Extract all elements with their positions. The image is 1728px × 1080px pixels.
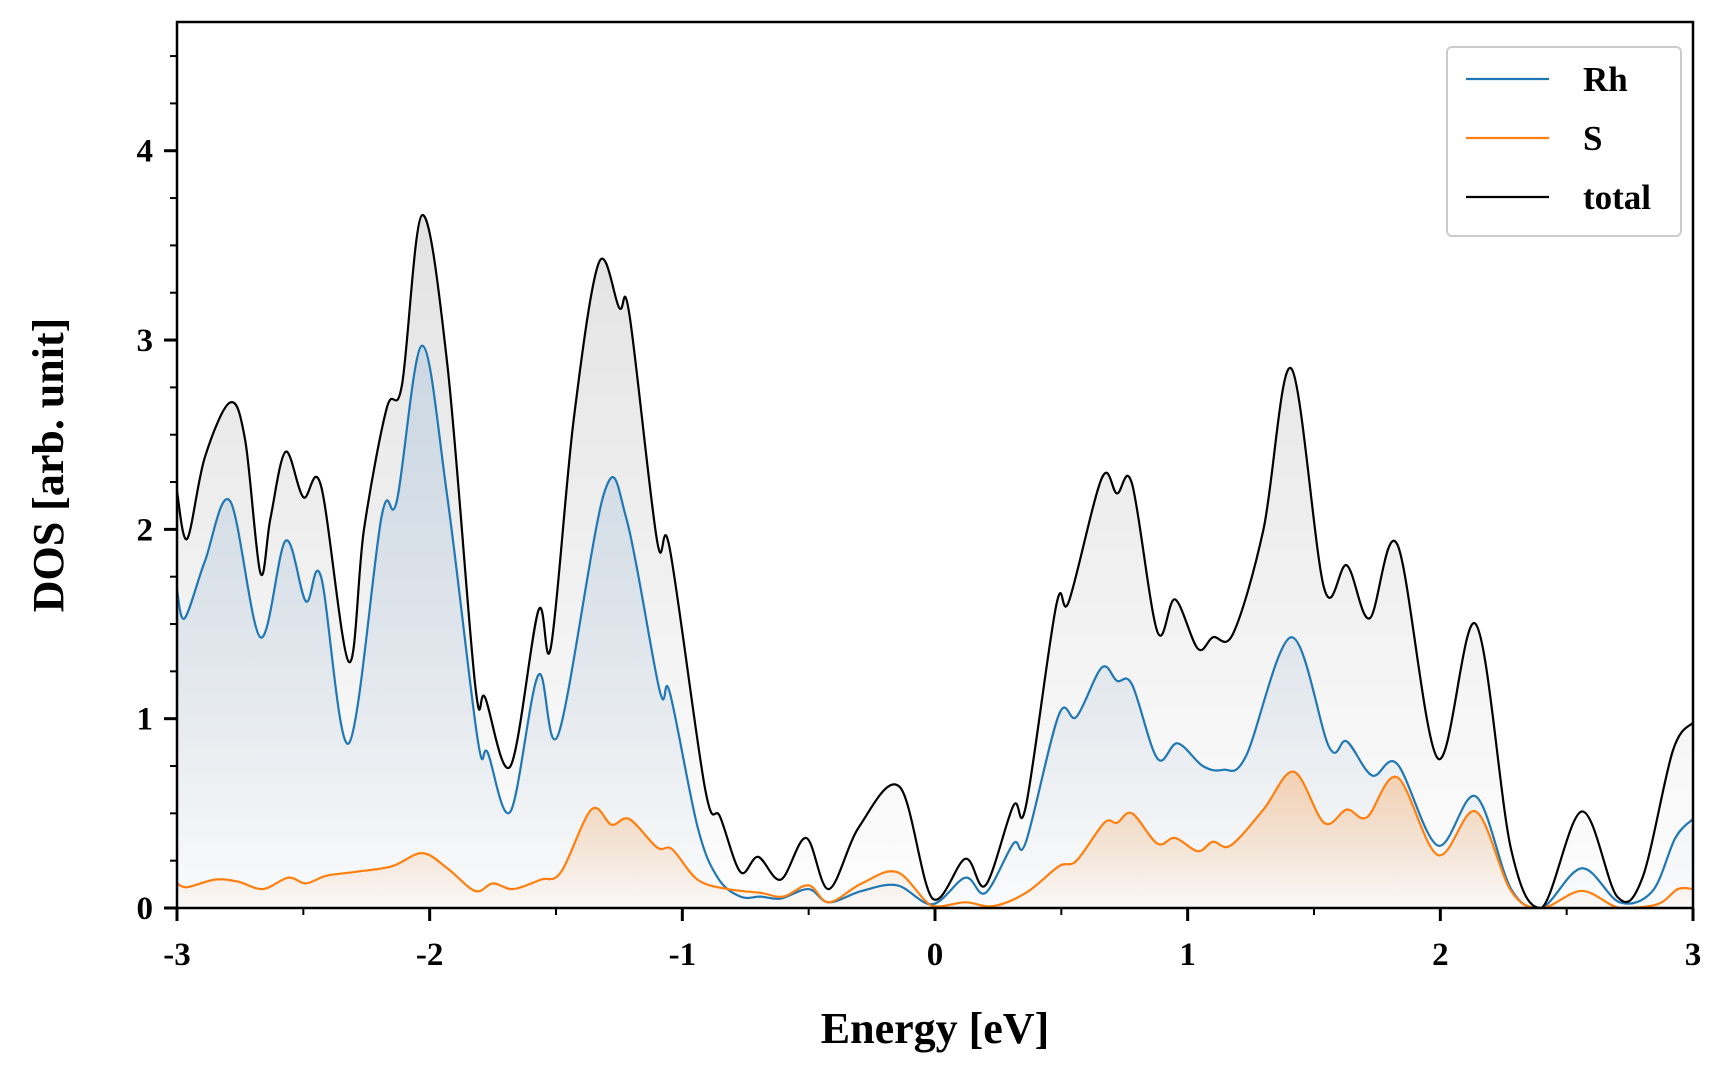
- x-tick-label: 2: [1432, 937, 1449, 973]
- x-tick-label: 0: [927, 937, 944, 973]
- x-axis-label: Energy [eV]: [821, 1004, 1050, 1053]
- x-tick-label: -3: [163, 937, 191, 973]
- x-tick-label: -2: [416, 937, 444, 973]
- series-lines: [177, 213, 1693, 908]
- y-tick-label: 1: [137, 702, 154, 738]
- x-tick-label: 3: [1685, 937, 1702, 973]
- y-tick-labels: 0 1 2 3 4: [137, 134, 154, 927]
- legend-label: S: [1583, 119, 1602, 158]
- x-tick-label: -1: [669, 937, 697, 973]
- y-tick-label: 2: [137, 512, 154, 548]
- legend-label: Rh: [1583, 60, 1628, 99]
- fill-rh: [177, 345, 1693, 908]
- y-axis-label: DOS [arb. unit]: [24, 318, 73, 613]
- fill-s: [177, 771, 1693, 908]
- x-tick-label: 1: [1179, 937, 1196, 973]
- line-total: [177, 213, 1693, 908]
- y-tick-label: 0: [137, 891, 154, 927]
- legend-item-total: total: [1466, 178, 1651, 217]
- line-s: [177, 770, 1693, 908]
- legend-label: total: [1583, 178, 1651, 217]
- x-tick-labels: -3 -2 -1 0 1 2 3: [163, 937, 1701, 973]
- legend-item-rh: Rh: [1466, 60, 1628, 99]
- y-tick-label: 4: [137, 134, 154, 170]
- legend-item-s: S: [1466, 119, 1602, 158]
- y-tick-label: 3: [137, 323, 154, 359]
- series-fills: [177, 215, 1693, 908]
- axis-ticks: [164, 55, 1695, 921]
- legend-box: [1446, 46, 1682, 237]
